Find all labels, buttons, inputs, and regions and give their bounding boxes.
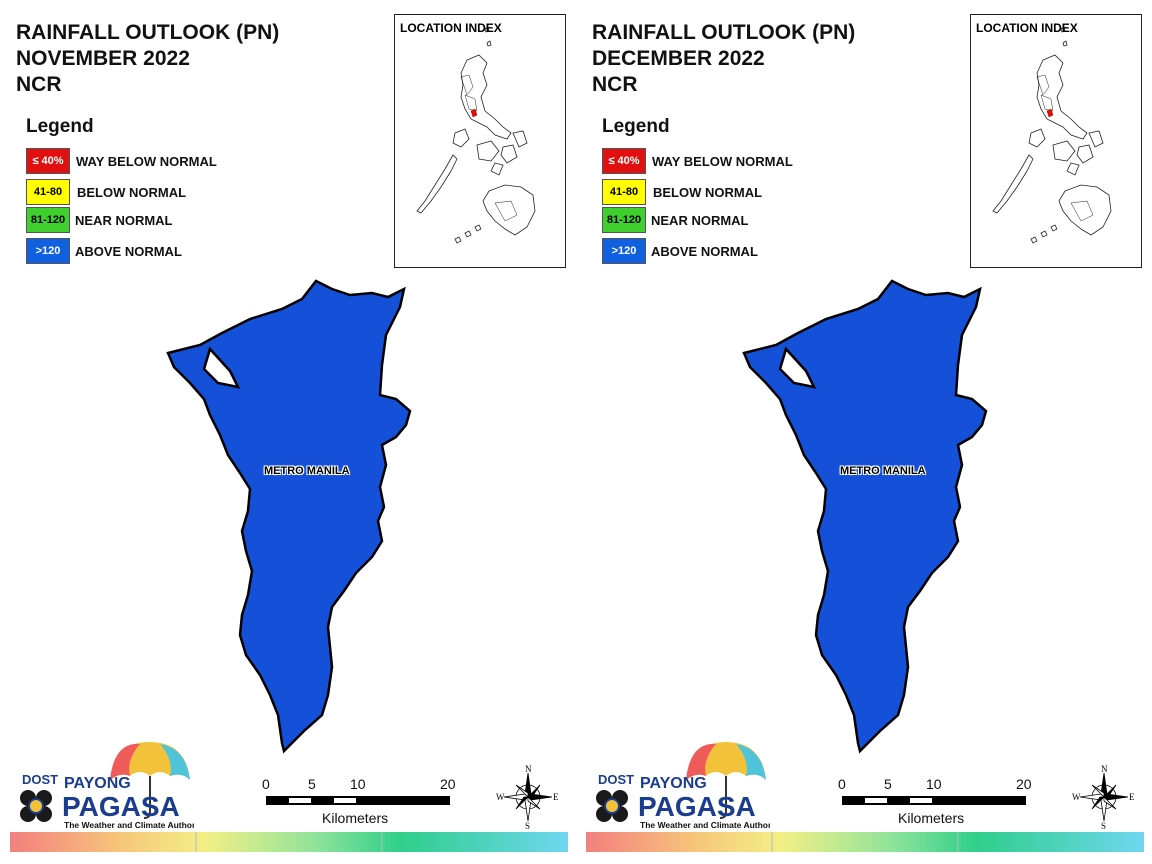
scale-bar: 0 5 10 20 Kilometers: [258, 776, 458, 836]
scale-unit-label: Kilometers: [898, 810, 965, 826]
logo-tagline: The Weather and Climate Authority: [640, 820, 770, 830]
legend-label: WAY BELOW NORMAL: [76, 154, 217, 169]
title-line-1: RAINFALL OUTLOOK (PN): [592, 21, 856, 44]
scale-unit-label: Kilometers: [322, 810, 389, 826]
legend-swatch: >120: [602, 238, 646, 264]
legend-title: Legend: [602, 116, 670, 137]
map-title: RAINFALL OUTLOOK (PN) DECEMBER 2022 NCR: [592, 20, 855, 98]
legend-label: WAY BELOW NORMAL: [652, 154, 793, 169]
compass-w: W: [1072, 792, 1081, 802]
logo-pagasa-text: PAGASA: [638, 791, 756, 822]
scale-tick-label: 10: [926, 776, 942, 792]
legend-label: NEAR NORMAL: [75, 213, 173, 228]
scale-bar-graphic: [842, 796, 1026, 805]
outlook-map-panel: RAINFALL OUTLOOK (PN) NOVEMBER 2022 NCR …: [10, 14, 568, 852]
location-index-title: LOCATION INDEX: [976, 21, 1078, 35]
legend-swatch: 41-80: [26, 179, 70, 205]
outlook-map-panel: RAINFALL OUTLOOK (PN) DECEMBER 2022 NCR …: [576, 0, 1152, 864]
pagasa-logo: DOST PAYONG PAGASA The Weather and Clima…: [596, 742, 770, 830]
umbrella-icon: [686, 742, 766, 819]
scale-tick-label: 20: [440, 776, 456, 792]
ncr-region-map: [166, 279, 412, 754]
rainfall-color-ramp-strip: [586, 832, 1144, 852]
umbrella-icon: [110, 742, 190, 819]
philippines-index-map: [416, 26, 536, 244]
scale-tick-label: 5: [308, 776, 316, 792]
map-title: RAINFALL OUTLOOK (PN) NOVEMBER 2022 NCR: [16, 20, 279, 98]
title-line-3-region: NCR: [16, 73, 62, 96]
legend-title: Legend: [26, 116, 94, 137]
logo-payong-text: PAYONG: [64, 775, 131, 792]
compass-s: S: [1101, 821, 1106, 830]
ncr-marker: [1046, 108, 1054, 118]
compass-s: S: [525, 821, 530, 830]
logo-pagasa-text: PAGASA: [62, 791, 180, 822]
scale-tick-label: 10: [350, 776, 366, 792]
location-index-inset: LOCATION INDEX: [394, 14, 566, 268]
scale-bar: 0 5 10 20 Kilometers: [834, 776, 1034, 836]
legend-swatch: 81-120: [26, 207, 70, 233]
title-line-2-month: NOVEMBER 2022: [16, 47, 190, 70]
compass-n: N: [1101, 764, 1108, 774]
compass-e: E: [553, 792, 559, 802]
dost-emblem-icon: [596, 790, 628, 822]
legend-label: BELOW NORMAL: [653, 185, 763, 200]
pagasa-logo: DOST PAYONG PAGASA The Weather and Clima…: [20, 742, 194, 830]
ncr-marker: [470, 108, 478, 118]
north-arrow-compass-icon: N S W E: [496, 764, 559, 830]
rainfall-color-ramp-strip: [10, 832, 568, 852]
location-index-inset: LOCATION INDEX: [970, 14, 1142, 268]
scale-tick-label: 5: [884, 776, 892, 792]
philippines-index-map: [992, 26, 1112, 244]
location-index-title: LOCATION INDEX: [400, 21, 502, 35]
title-line-1: RAINFALL OUTLOOK (PN): [16, 21, 280, 44]
legend-label: NEAR NORMAL: [651, 213, 749, 228]
scale-tick-label: 20: [1016, 776, 1032, 792]
logo-tagline: The Weather and Climate Authority: [64, 820, 194, 830]
logo-dost-text: DOST: [22, 772, 58, 787]
legend-label: ABOVE NORMAL: [651, 244, 758, 259]
legend-swatch: ≤ 40%: [26, 148, 70, 174]
region-label: METRO MANILA: [840, 465, 926, 477]
dost-emblem-icon: [20, 790, 52, 822]
logo-payong-text: PAYONG: [640, 775, 707, 792]
compass-n: N: [525, 764, 532, 774]
legend-label: ABOVE NORMAL: [75, 244, 182, 259]
ncr-region-map: [742, 279, 988, 754]
region-label: METRO MANILA: [264, 465, 350, 477]
scale-tick-label: 0: [838, 776, 846, 792]
scale-tick-label: 0: [262, 776, 270, 792]
compass-w: W: [496, 792, 505, 802]
scale-bar-graphic: [266, 796, 450, 805]
legend-swatch: 81-120: [602, 207, 646, 233]
legend-label: BELOW NORMAL: [77, 185, 187, 200]
logo-dost-text: DOST: [598, 772, 634, 787]
legend-swatch: >120: [26, 238, 70, 264]
legend-swatch: 41-80: [602, 179, 646, 205]
north-arrow-compass-icon: N S W E: [1072, 764, 1135, 830]
legend-swatch: ≤ 40%: [602, 148, 646, 174]
title-line-3-region: NCR: [592, 73, 638, 96]
title-line-2-month: DECEMBER 2022: [592, 47, 765, 70]
compass-e: E: [1129, 792, 1135, 802]
